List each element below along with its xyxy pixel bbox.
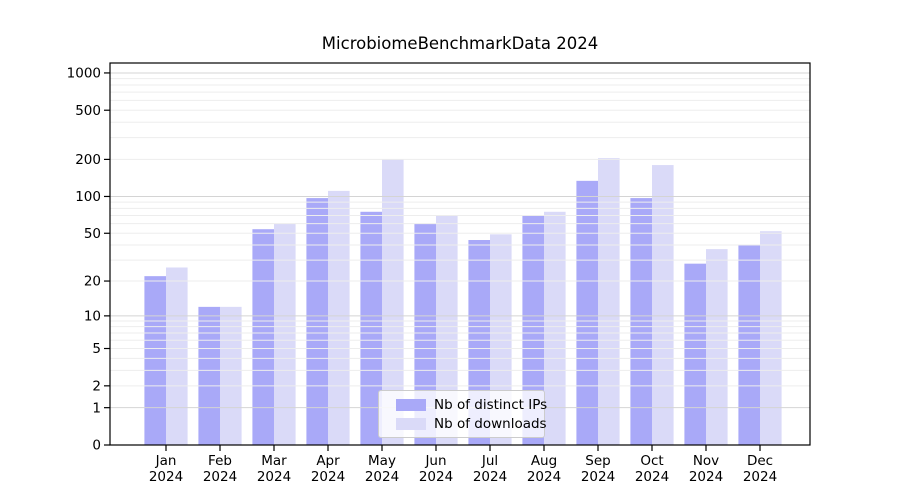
bar-nov-downloads: [706, 249, 728, 445]
bar-aug-distinct-ips: [522, 215, 544, 445]
x-tick-label-year: 2024: [419, 469, 453, 485]
x-tick-label-year: 2024: [527, 469, 561, 485]
x-tick-label-month: Jun: [424, 453, 446, 469]
y-tick-label: 2: [92, 379, 101, 395]
bar-feb-distinct-ips: [198, 306, 220, 445]
x-tick-label-year: 2024: [635, 469, 669, 485]
x-tick-label-year: 2024: [473, 469, 507, 485]
x-tick-label-month: Aug: [531, 453, 557, 469]
bar-jun-downloads: [436, 215, 458, 445]
bar-jan-distinct-ips: [144, 276, 166, 445]
x-tick-label-month: Mar: [261, 453, 287, 469]
bar-jan-downloads: [166, 267, 188, 445]
bar-nov-distinct-ips: [684, 263, 706, 445]
bar-may-downloads: [382, 159, 404, 445]
y-tick-label: 0: [92, 438, 101, 454]
x-tick-label-month: Jul: [481, 453, 498, 469]
legend-item-downloads: Nb of downloads: [396, 414, 547, 433]
x-tick-label-month: Apr: [316, 453, 340, 469]
x-tick-label-month: Oct: [640, 453, 663, 469]
x-tick-label-month: Feb: [208, 453, 232, 469]
x-tick-label-year: 2024: [203, 469, 237, 485]
bar-aug-downloads: [544, 211, 566, 445]
bar-jun-distinct-ips: [414, 223, 436, 445]
x-tick-label-month: Dec: [747, 453, 773, 469]
x-tick-label-year: 2024: [743, 469, 777, 485]
bar-may-distinct-ips: [360, 211, 382, 445]
x-tick-label-year: 2024: [581, 469, 615, 485]
legend-label-distinct-ips: Nb of distinct IPs: [434, 396, 548, 413]
x-tick-label-year: 2024: [257, 469, 291, 485]
x-tick-label-year: 2024: [689, 469, 723, 485]
bar-apr-downloads: [328, 190, 350, 445]
x-tick-label-month: May: [368, 453, 396, 469]
y-tick-label: 50: [84, 226, 101, 242]
legend-item-distinct-ips: Nb of distinct IPs: [396, 395, 547, 414]
bar-sep-downloads: [598, 158, 620, 446]
legend-swatch-downloads: [396, 417, 426, 430]
bar-sep-distinct-ips: [576, 180, 598, 445]
x-tick-label-year: 2024: [365, 469, 399, 485]
bar-mar-downloads: [274, 223, 296, 445]
axes-box: [109, 62, 811, 446]
x-tick-label-month: Sep: [585, 453, 610, 469]
x-tick-label-year: 2024: [149, 469, 183, 485]
y-tick-label: 20: [84, 274, 101, 290]
legend-label-downloads: Nb of downloads: [434, 415, 547, 432]
y-tick-label: 500: [75, 103, 101, 119]
x-tick-label-month: Nov: [693, 453, 719, 469]
y-tick-label: 10: [84, 309, 101, 325]
y-tick-label: 5: [92, 341, 101, 357]
bar-oct-downloads: [652, 165, 674, 445]
chart-title: MicrobiomeBenchmarkData 2024: [321, 34, 599, 53]
y-tick-label: 100: [75, 189, 101, 205]
bar-mar-distinct-ips: [252, 229, 274, 445]
y-tick-label: 1: [92, 400, 101, 416]
legend: Nb of distinct IPs Nb of downloads: [378, 390, 547, 438]
y-tick-label: 1000: [67, 66, 101, 82]
y-tick-label: 200: [75, 152, 101, 168]
legend-swatch-distinct-ips: [396, 398, 426, 411]
bar-dec-downloads: [760, 231, 782, 445]
bar-feb-downloads: [220, 306, 242, 445]
bar-dec-distinct-ips: [738, 245, 760, 445]
x-tick-label-year: 2024: [311, 469, 345, 485]
x-tick-label-month: Jan: [155, 453, 177, 469]
